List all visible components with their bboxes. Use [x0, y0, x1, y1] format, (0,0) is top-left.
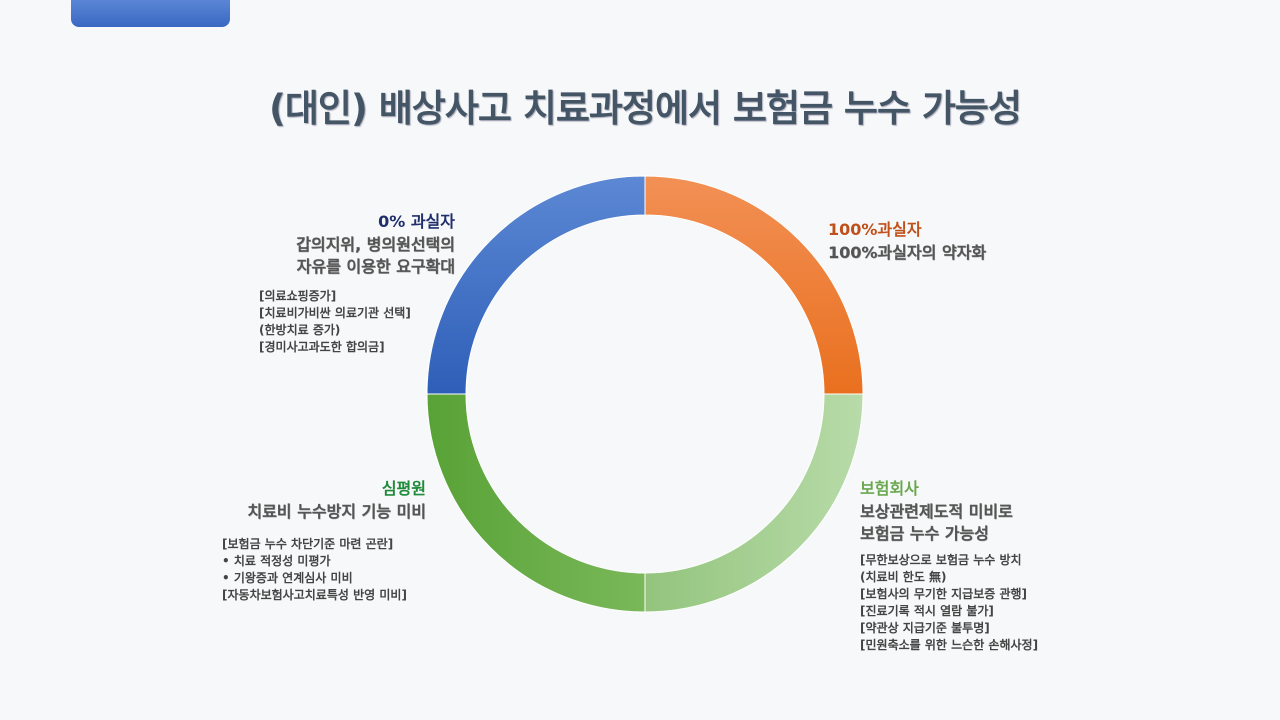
hira-note: • 기왕증과 연계심사 미비	[222, 571, 353, 585]
insurer-description: 보상관련제도적 미비로 보험금 누수 가능성	[860, 501, 1013, 545]
segment-zero-fault	[426, 175, 646, 395]
insurer-note: [진료기록 적시 열람 불가]	[860, 604, 994, 618]
segment-hira	[426, 393, 646, 613]
insurer-notes: [무한보상으로 보험금 누수 방치 (치료비 한도 無) [보험사의 무기한 지…	[860, 552, 1038, 654]
segment-insurer	[644, 393, 864, 613]
hira-note: [자동차보험사고치료특성 반영 미비]	[222, 588, 407, 602]
insurer-heading: 보험회사	[860, 479, 919, 498]
full-fault-description: 100%과실자의 약자화	[828, 242, 986, 264]
insurer-block: 보험회사 보상관련제도적 미비로 보험금 누수 가능성	[860, 475, 1013, 545]
hira-notes: [보험금 누수 차단기준 마련 곤란] • 치료 적정성 미평가 • 기왕증과 …	[222, 536, 407, 604]
hira-note: [보험금 누수 차단기준 마련 곤란]	[222, 537, 394, 551]
insurer-note: [민원축소를 위한 느슨한 손해사정]	[860, 638, 1039, 652]
insurer-note: [보험사의 무기한 지급보증 관행]	[860, 587, 1028, 601]
full-fault-desc-line: 100%과실자의 약자화	[828, 243, 987, 262]
hira-description: 치료비 누수방지 기능 미비	[190, 501, 426, 523]
insurer-note: [무한보상으로 보험금 누수 방치	[860, 553, 1022, 567]
hira-note: • 치료 적정성 미평가	[222, 554, 331, 568]
hira-block: 심평원 치료비 누수방지 기능 미비	[190, 475, 426, 523]
full-fault-heading: 100%과실자	[828, 220, 922, 239]
insurer-note: (치료비 한도 無)	[860, 570, 947, 584]
zero-fault-heading: 0% 과실자	[378, 212, 455, 231]
zero-fault-note: [치료비가비싼 의료기관 선택]	[259, 306, 411, 320]
full-fault-block: 100%과실자 100%과실자의 약자화	[828, 216, 986, 264]
hira-desc-line: 치료비 누수방지 기능 미비	[247, 502, 426, 521]
insurer-desc-line: 보상관련제도적 미비로	[860, 502, 1013, 521]
insurer-desc-line: 보험금 누수 가능성	[860, 524, 989, 543]
insurer-note: [약관상 지급기준 불투명]	[860, 621, 990, 635]
zero-fault-desc-line: 자유를 이용한 요구확대	[296, 257, 455, 276]
zero-fault-description: 갑의지위, 병의원선택의 자유를 이용한 요구확대	[220, 234, 455, 278]
slide-title: (대인) 배상사고 치료과정에서 보험금 누수 가능성	[268, 87, 1022, 130]
zero-fault-desc-line: 갑의지위, 병의원선택의	[296, 235, 455, 254]
top-tab-decoration	[71, 0, 230, 27]
hira-heading: 심평원	[381, 479, 426, 498]
zero-fault-note: [의료쇼핑증가]	[259, 289, 337, 303]
zero-fault-note: (한방치료 증가)	[259, 323, 341, 337]
segment-full-fault	[644, 175, 864, 395]
zero-fault-note: [경미사고과도한 합의금]	[259, 340, 385, 354]
zero-fault-block: 0% 과실자 갑의지위, 병의원선택의 자유를 이용한 요구확대	[220, 208, 455, 278]
zero-fault-notes: [의료쇼핑증가] [치료비가비싼 의료기관 선택] (한방치료 증가) [경미사…	[259, 288, 411, 356]
